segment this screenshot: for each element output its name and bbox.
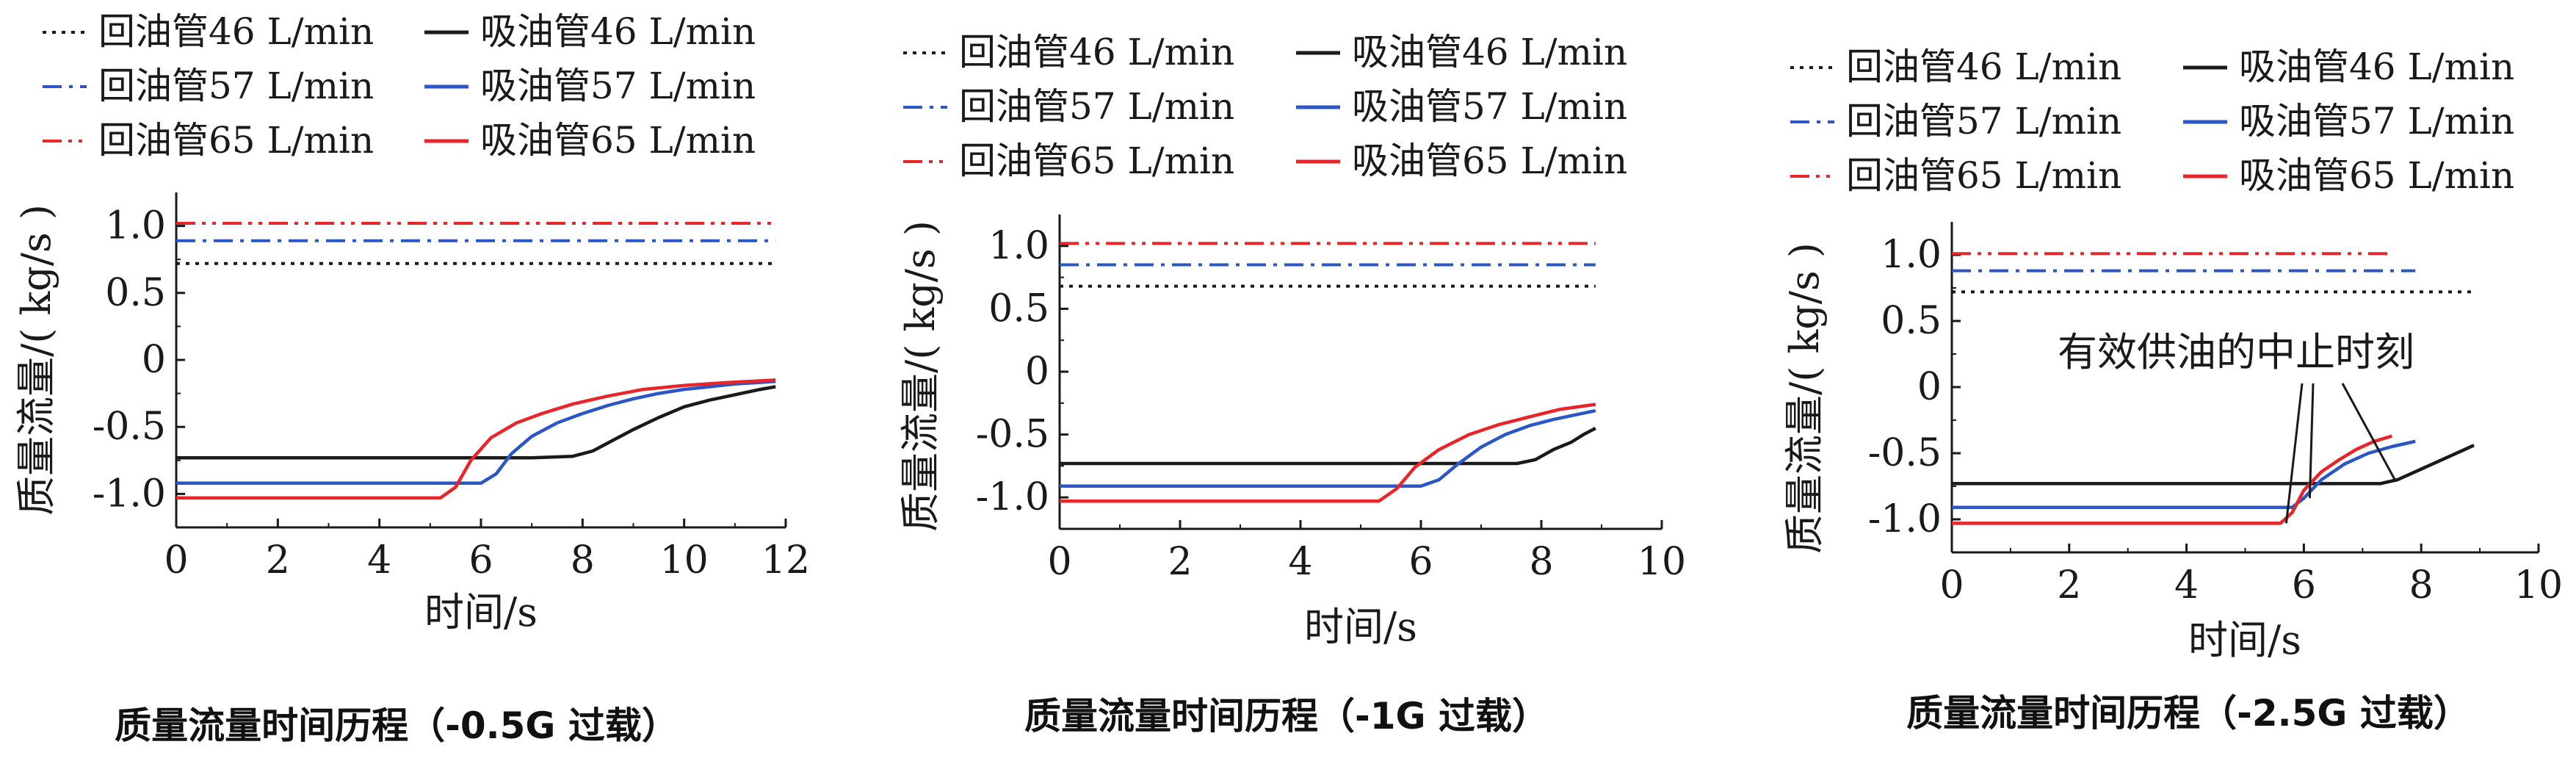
- x-tick-label: 2: [266, 538, 290, 582]
- chart-caption: 质量流量时间历程（-2.5G 过载）: [1906, 692, 2470, 735]
- annotation-label: 有效供油的中止时刻: [2058, 329, 2414, 375]
- series-line-suction-65: [1952, 434, 2392, 525]
- legend-entry-suction-57: 吸油管57 L/min: [480, 65, 756, 107]
- x-tick-label: 4: [367, 538, 391, 582]
- legend-entry-return-46: 回油管46 L/min: [98, 10, 374, 53]
- x-tick-label: 8: [571, 538, 595, 582]
- legend-entry-suction-46: 吸油管46 L/min: [2239, 46, 2514, 88]
- y-axis-label: 质量流量/( kg/s ): [897, 220, 944, 532]
- y-tick-label: -0.5: [1868, 431, 1942, 475]
- x-axis-label: 时间/s: [1304, 604, 1417, 650]
- series-line-suction-65: [176, 378, 776, 500]
- legend: 回油管46 L/min 吸油管46 L/min 回油管57 L/min 吸油管57 L…: [1790, 46, 2514, 197]
- series-line-suction-46: [1060, 427, 1596, 466]
- x-tick-label: 12: [761, 538, 810, 582]
- y-tick-label: -0.5: [976, 413, 1049, 457]
- x-tick-label: 2: [2057, 563, 2081, 607]
- y-tick-label: -1.0: [976, 475, 1049, 519]
- series-line-suction-65: [1060, 403, 1596, 503]
- legend-entry-return-46: 回油管46 L/min: [959, 31, 1234, 73]
- y-tick-label: -1.0: [1868, 497, 1942, 541]
- y-tick-label: -1.0: [93, 472, 166, 516]
- series-line-suction-57: [1952, 439, 2416, 510]
- legend: 回油管46 L/min 吸油管46 L/min 回油管57 L/min 吸油管57 L…: [903, 31, 1627, 182]
- legend-entry-return-65: 回油管65 L/min: [98, 119, 374, 162]
- legend-entry-return-65: 回油管65 L/min: [1846, 154, 2121, 197]
- annotation-pointer: [2341, 383, 2396, 480]
- x-tick-label: 10: [1638, 540, 1686, 584]
- legend-entry-suction-65: 吸油管65 L/min: [2239, 154, 2514, 197]
- y-tick-label: 1.0: [988, 224, 1049, 268]
- x-tick-label: 10: [2514, 563, 2563, 607]
- series-line-suction-46: [1952, 444, 2475, 486]
- x-tick-label: 6: [1408, 540, 1433, 584]
- y-tick-label: 0: [142, 338, 166, 382]
- series-line-suction-57: [176, 379, 776, 486]
- legend-entry-suction-65: 吸油管65 L/min: [480, 119, 756, 162]
- x-axis-label: 时间/s: [2188, 617, 2301, 663]
- legend-entry-return-57: 回油管57 L/min: [98, 65, 374, 107]
- y-tick-label: 0: [1025, 350, 1049, 394]
- legend-entry-suction-57: 吸油管57 L/min: [2239, 100, 2514, 143]
- legend-entry-return-57: 回油管57 L/min: [1846, 100, 2121, 143]
- chart-overload-1g: 回油管46 L/min 吸油管46 L/min 回油管57 L/min 吸油管57 L…: [897, 31, 1686, 737]
- x-axis-label: 时间/s: [424, 589, 538, 635]
- x-tick-label: 6: [468, 538, 493, 582]
- legend-entry-suction-46: 吸油管46 L/min: [480, 10, 756, 53]
- chart-caption: 质量流量时间历程（-1G 过载）: [1024, 695, 1549, 737]
- x-tick-label: 2: [1168, 540, 1192, 584]
- legend-entry-suction-57: 吸油管57 L/min: [1352, 85, 1627, 128]
- legend-entry-return-57: 回油管57 L/min: [959, 85, 1234, 128]
- y-tick-label: 0: [1917, 365, 1942, 409]
- annotation-pointer: [2308, 383, 2315, 499]
- x-tick-label: 0: [1939, 563, 1964, 607]
- annotation-pointer: [2284, 383, 2304, 524]
- x-tick-label: 10: [660, 538, 709, 582]
- y-tick-label: -0.5: [93, 405, 166, 449]
- x-tick-label: 4: [1288, 540, 1312, 584]
- x-tick-label: 6: [2292, 563, 2316, 607]
- y-tick-label: 0.5: [988, 286, 1049, 331]
- x-tick-label: 8: [2409, 563, 2434, 607]
- legend-entry-suction-46: 吸油管46 L/min: [1352, 31, 1627, 73]
- y-tick-label: 0.5: [105, 271, 166, 315]
- y-tick-label: 0.5: [1881, 299, 1942, 343]
- chart-overload-2.5g: 回油管46 L/min 吸油管46 L/min 回油管57 L/min 吸油管57 L…: [1781, 46, 2563, 735]
- series-line-suction-46: [176, 385, 776, 460]
- y-axis-label: 质量流量/( kg/s ): [1781, 242, 1828, 554]
- legend-entry-return-65: 回油管65 L/min: [959, 140, 1234, 182]
- chart-caption: 质量流量时间历程（-0.5G 过载）: [115, 704, 679, 747]
- series-line-suction-57: [1060, 408, 1596, 488]
- x-tick-label: 0: [1047, 540, 1071, 584]
- x-tick-label: 8: [1529, 540, 1553, 584]
- x-tick-label: 0: [164, 538, 188, 582]
- x-tick-label: 4: [2174, 563, 2199, 607]
- legend-entry-return-46: 回油管46 L/min: [1846, 46, 2121, 88]
- legend: 回油管46 L/min 吸油管46 L/min 回油管57 L/min 吸油管57 L…: [43, 10, 756, 162]
- y-tick-label: 1.0: [105, 204, 166, 248]
- y-tick-label: 1.0: [1881, 233, 1942, 277]
- chart-overload-0.5g: 回油管46 L/min 吸油管46 L/min 回油管57 L/min 吸油管57 L…: [13, 10, 810, 747]
- y-axis-label: 质量流量/( kg/s ): [13, 204, 59, 516]
- legend-entry-suction-65: 吸油管65 L/min: [1352, 140, 1627, 182]
